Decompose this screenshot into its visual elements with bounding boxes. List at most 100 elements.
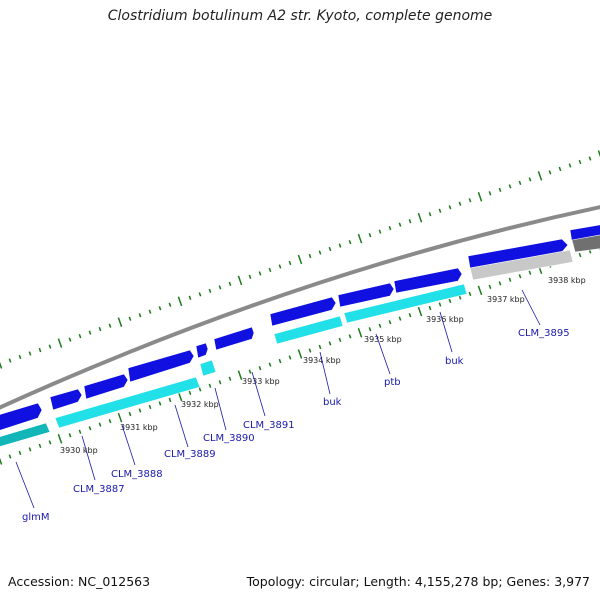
tick-mark — [548, 170, 552, 175]
tick-mark — [188, 390, 192, 396]
tick-mark — [448, 298, 452, 304]
tick-mark — [328, 341, 332, 346]
tick-mark — [128, 316, 132, 321]
tick-mark — [448, 205, 452, 210]
tick-mark — [128, 411, 132, 417]
gene-label-clm-3895[interactable]: CLM_3895 — [518, 328, 570, 339]
accession-text: Accession: NC_012563 — [8, 574, 151, 589]
gene-arrow[interactable] — [127, 349, 195, 383]
genome-title: Clostridium botulinum A2 str. Kyoto, com… — [107, 8, 493, 24]
tick-mark — [278, 264, 282, 269]
tick-mark — [28, 447, 32, 452]
tick-mark — [248, 274, 252, 280]
outer-tick-ring — [0, 150, 600, 369]
tick-mark — [57, 338, 63, 348]
tick-mark — [278, 358, 282, 364]
gene-arrow[interactable] — [269, 296, 337, 327]
tick-mark — [288, 355, 292, 360]
inner-tick-ring — [0, 243, 600, 465]
tick-mark — [138, 313, 142, 318]
tick-mark — [78, 429, 82, 434]
gene-label-ptb[interactable]: ptb — [384, 377, 401, 388]
tick-mark — [318, 250, 322, 255]
gene-label-clm-3889[interactable]: CLM_3889 — [164, 449, 216, 460]
tick-mark — [38, 347, 42, 353]
gene-label-clm-3887[interactable]: CLM_3887 — [73, 484, 125, 495]
tick-mark — [38, 443, 42, 449]
tick-mark — [368, 327, 372, 332]
gene-leader-lines — [15, 289, 541, 509]
gene-label-buk[interactable]: buk — [323, 397, 342, 408]
tick-mark — [48, 344, 52, 349]
tick-mark — [338, 243, 342, 248]
tick-mark — [188, 295, 192, 300]
tick-mark — [0, 361, 3, 369]
kbp-label: 3936 kbp — [426, 315, 464, 324]
gene-label-clm-3891[interactable]: CLM_3891 — [243, 420, 295, 431]
gene-arrow[interactable] — [467, 238, 569, 269]
kbp-label: 3933 kbp — [242, 377, 280, 386]
cds-block[interactable] — [343, 283, 468, 324]
tick-mark — [258, 271, 262, 276]
tick-mark — [408, 312, 412, 318]
gene-arrow[interactable] — [195, 342, 209, 359]
tick-mark — [268, 267, 272, 273]
tick-mark — [177, 296, 183, 307]
gene-label-buk-2[interactable]: buk — [445, 356, 464, 367]
gene-label-clm-3890[interactable]: CLM_3890 — [203, 433, 255, 444]
tick-mark — [228, 281, 232, 287]
tick-mark — [88, 426, 92, 431]
tick-mark — [348, 334, 352, 339]
gene-arrow[interactable] — [0, 402, 43, 432]
cds-block[interactable] — [199, 359, 217, 377]
tick-mark — [597, 150, 600, 158]
tick-mark — [168, 397, 172, 403]
tick-mark — [408, 219, 412, 224]
cds-block[interactable] — [54, 376, 201, 429]
cds-track — [0, 234, 600, 448]
tick-mark — [68, 337, 72, 342]
tick-mark — [8, 454, 12, 459]
tick-mark — [528, 177, 532, 182]
cds-block[interactable] — [469, 249, 574, 281]
kbp-label: 3930 kbp — [60, 446, 98, 455]
tick-mark — [208, 383, 212, 388]
tick-mark — [78, 333, 82, 339]
tick-mark — [248, 369, 252, 374]
tick-mark — [477, 192, 483, 202]
gene-arrow[interactable] — [83, 373, 129, 400]
gene-arrow[interactable] — [393, 267, 463, 294]
tick-mark — [398, 316, 402, 321]
tick-mark — [237, 370, 243, 380]
tick-mark — [208, 288, 212, 293]
cds-block[interactable] — [0, 422, 51, 448]
tick-mark — [98, 327, 102, 332]
tick-mark — [308, 348, 312, 353]
tick-mark — [48, 440, 52, 445]
tick-mark — [468, 198, 472, 203]
gene-arrow[interactable] — [213, 326, 255, 351]
tick-mark — [368, 232, 372, 238]
tick-mark — [18, 450, 22, 456]
tick-mark — [428, 212, 432, 217]
topology-summary: Topology: circular; Length: 4,155,278 bp… — [246, 574, 590, 589]
tick-mark — [528, 270, 532, 275]
gene-arrow[interactable] — [49, 388, 83, 411]
tick-mark — [218, 285, 222, 290]
kbp-label: 3937 kbp — [487, 295, 525, 304]
tick-mark — [138, 408, 142, 413]
tick-mark — [378, 229, 382, 234]
gene-label-glmM[interactable]: glmM — [22, 512, 50, 523]
cds-block[interactable] — [273, 315, 344, 345]
tick-mark — [578, 252, 582, 258]
tick-mark — [158, 401, 162, 406]
tick-mark — [218, 380, 222, 385]
gene-arrow[interactable] — [337, 282, 395, 308]
cds-block[interactable] — [571, 234, 600, 253]
tick-mark — [508, 277, 512, 282]
gene-label-clm-3888[interactable]: CLM_3888 — [111, 469, 163, 480]
tick-mark — [328, 246, 332, 252]
tick-mark — [438, 208, 442, 213]
tick-mark — [357, 233, 363, 244]
